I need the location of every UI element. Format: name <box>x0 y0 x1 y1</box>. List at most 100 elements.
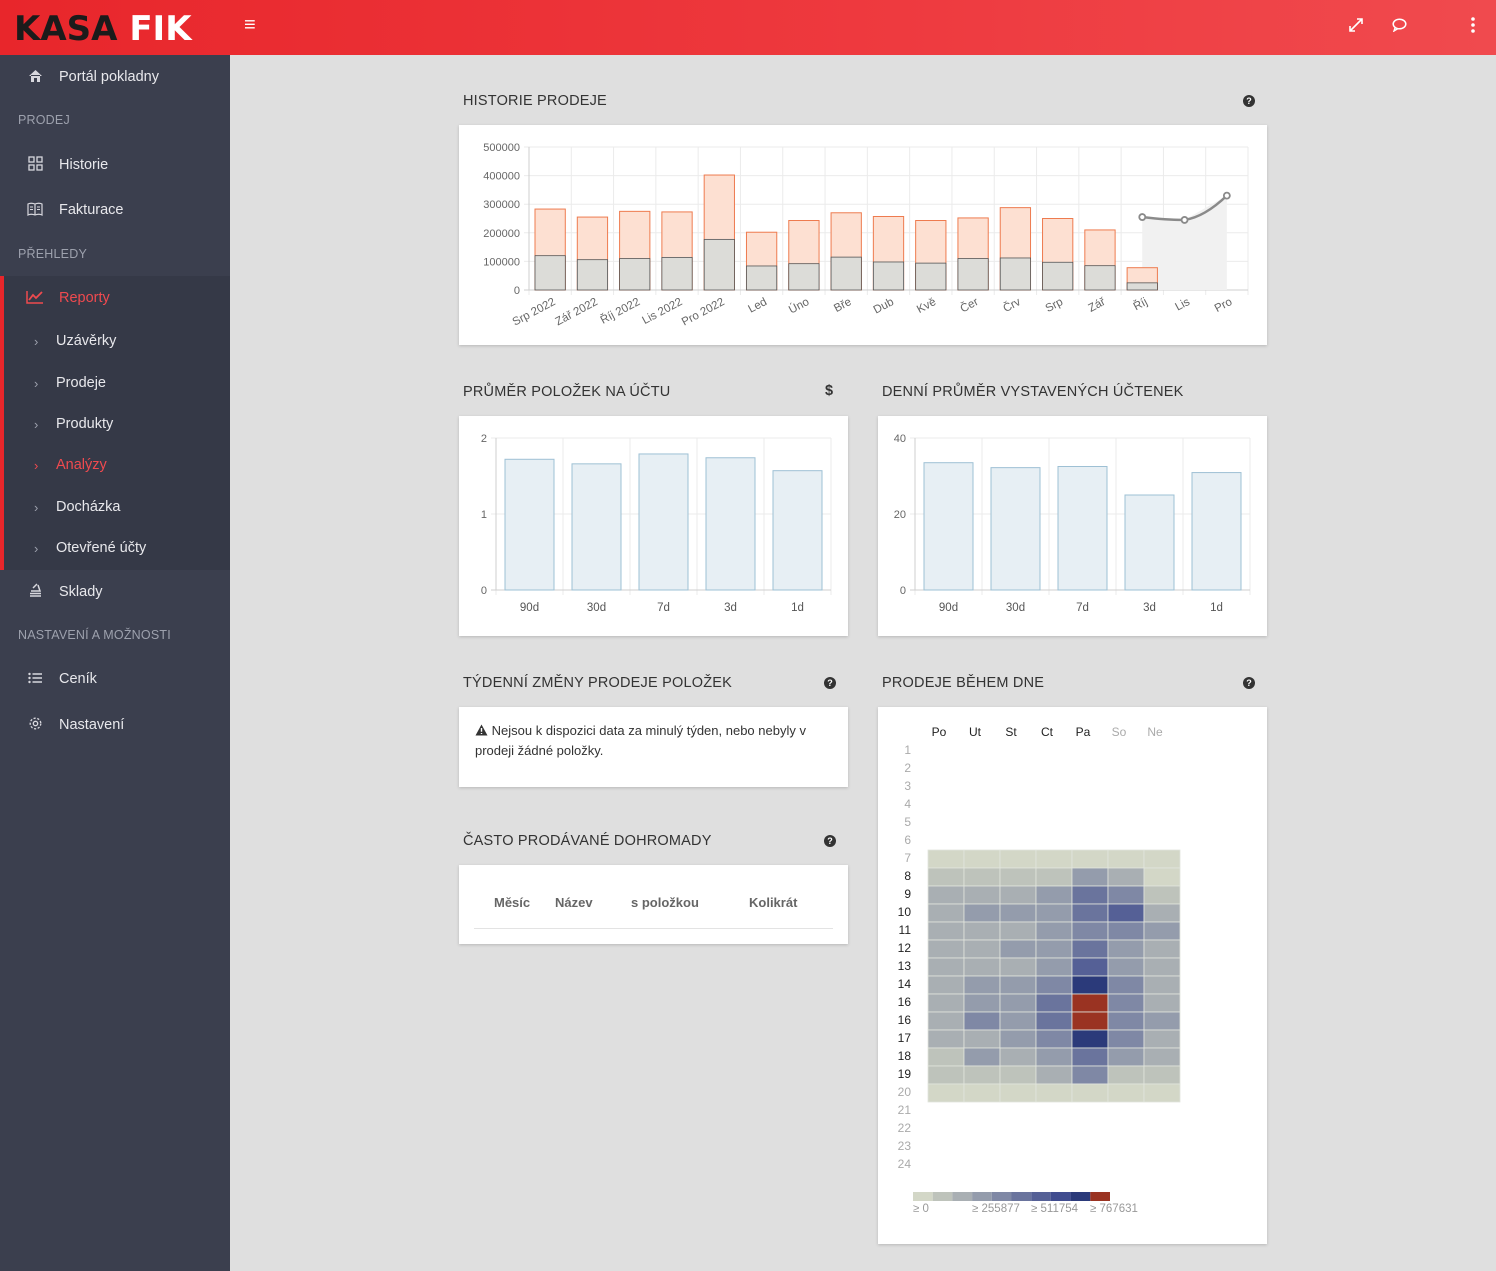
history-card: 500000 400000 300000 200000 100000 0 Srp 2022 Z… <box>459 125 1267 345</box>
column-header-s-polozkou[interactable]: s položkou <box>631 895 699 910</box>
daily-receipts-chart: 40 20 0 90d 30d 7d 3d 1d <box>894 433 1251 614</box>
bar <box>504 458 555 591</box>
sidebar-sub-uzaverky[interactable]: › Uzávěrky <box>4 323 230 359</box>
heatmap-cell <box>1071 957 1109 977</box>
bar-part <box>999 257 1031 291</box>
bar-part <box>746 265 778 291</box>
chevron-right-icon: › <box>34 375 39 391</box>
heatmap-cell <box>927 1029 965 1049</box>
sidebar-sub-produkty[interactable]: › Produkty <box>4 406 230 442</box>
bar <box>705 457 756 591</box>
heatmap-cell <box>1035 993 1073 1013</box>
more-options-icon[interactable] <box>1470 16 1476 39</box>
avg-items-card: 2 1 0 90d 30d 7d 3d 1d <box>459 416 848 636</box>
sub-label: Prodeje <box>56 375 106 391</box>
avg-items-chart: 2 1 0 90d 30d 7d 3d 1d <box>481 433 832 614</box>
sidebar-item-sklady[interactable]: Sklady <box>0 572 230 612</box>
heatmap-cell <box>1071 903 1109 923</box>
chevron-right-icon: › <box>34 499 39 515</box>
y-tick-label: 200000 <box>483 228 520 240</box>
warning-text: Nejsou k dispozici data za minulý týden,… <box>475 723 806 758</box>
hour-label: 1 <box>904 743 911 757</box>
heatmap-cell <box>1035 921 1073 941</box>
sidebar-item-fakturace[interactable]: Fakturace <box>0 190 230 230</box>
hour-label: 10 <box>898 905 912 919</box>
heatmap-cell <box>927 921 965 941</box>
column-header-kolikrat[interactable]: Kolikrát <box>749 895 798 910</box>
heatmap-cell <box>1071 975 1109 995</box>
heatmap-cell <box>1143 1011 1181 1031</box>
book-icon <box>26 202 44 219</box>
day-label: Po <box>932 725 947 739</box>
dollar-icon[interactable]: $ <box>825 383 834 399</box>
x-tick-label: Bře <box>832 296 853 315</box>
help-icon[interactable]: ? <box>824 677 836 689</box>
bar-part <box>830 256 862 291</box>
heatmap-cell <box>1035 1047 1073 1067</box>
y-tick-label: 0 <box>514 285 520 297</box>
x-tick-label: Srp <box>1044 296 1065 315</box>
hour-label: 16 <box>898 995 912 1009</box>
y-tick-label: 400000 <box>483 171 520 183</box>
y-tick-label: 1 <box>481 509 487 521</box>
sidebar-item-reporty[interactable]: Reporty <box>0 278 230 318</box>
heatmap-cell <box>1071 885 1109 905</box>
heatmap-cell <box>1035 885 1073 905</box>
y-tick-label: 300000 <box>483 199 520 211</box>
day-label: St <box>1005 725 1017 739</box>
help-icon[interactable]: ? <box>824 835 836 847</box>
logo-part1: KASA <box>14 9 118 49</box>
daily-receipts-title: DENNÍ PRŮMĚR VYSTAVENÝCH ÚČTENEK <box>882 384 1184 400</box>
sidebar-sub-otevrene-ucty[interactable]: › Otevřené účty <box>4 530 230 566</box>
hamburger-menu-icon[interactable]: ≡ <box>244 14 256 36</box>
sidebar-item-portal[interactable]: Portál pokladny <box>0 57 230 97</box>
heatmap-cell <box>999 975 1037 995</box>
x-tick-label: 30d <box>1006 602 1025 614</box>
bar-part <box>788 263 820 291</box>
heatmap-cell <box>927 1047 965 1067</box>
together-title: ČASTO PRODÁVANÉ DOHROMADY <box>463 833 712 849</box>
help-icon[interactable]: ? <box>1243 677 1255 689</box>
x-tick-label: 1d <box>1210 602 1223 614</box>
sidebar-sub-analyzy[interactable]: › Analýzy <box>4 447 230 483</box>
avg-items-title: PRŮMĚR POLOŽEK NA ÚČTU <box>463 384 671 400</box>
chat-icon[interactable] <box>1392 18 1407 37</box>
heatmap-cell <box>963 1029 1001 1049</box>
heatmap-cell <box>1071 867 1109 887</box>
fullscreen-icon[interactable] <box>1349 18 1363 37</box>
bar <box>923 462 974 591</box>
heatmap-cell <box>999 1047 1037 1067</box>
x-tick-label: 30d <box>587 602 606 614</box>
y-tick-label: 100000 <box>483 256 520 268</box>
history-title: HISTORIE PRODEJE <box>463 93 607 109</box>
sidebar-item-nastaveni[interactable]: Nastavení <box>0 705 230 745</box>
heatmap-cell <box>1107 867 1145 887</box>
section-label-prodej: PRODEJ <box>18 113 70 127</box>
legend-swatch <box>972 1192 992 1201</box>
heatmap-cell <box>927 993 965 1013</box>
weekly-card: Nejsou k dispozici data za minulý týden,… <box>459 707 848 787</box>
x-tick-label: 90d <box>520 602 539 614</box>
chevron-right-icon: › <box>34 333 39 349</box>
heatmap-cell <box>1071 1047 1109 1067</box>
sidebar-sub-prodeje[interactable]: › Prodeje <box>4 365 230 401</box>
heatmap-cell <box>1143 1083 1181 1103</box>
heatmap-cell <box>1143 993 1181 1013</box>
heatmap-cell <box>963 903 1001 923</box>
heatmap-cell <box>1143 1065 1181 1085</box>
sidebar-item-label: Sklady <box>59 584 103 600</box>
chevron-right-icon: › <box>34 416 39 432</box>
x-tick-label: 7d <box>657 602 670 614</box>
sidebar-item-historie[interactable]: Historie <box>0 145 230 185</box>
column-header-mesic[interactable]: Měsíc <box>494 895 531 910</box>
chevron-right-icon: › <box>34 457 39 473</box>
hour-label: 16 <box>898 1013 912 1027</box>
help-icon[interactable]: ? <box>1243 95 1255 107</box>
sidebar-sub-dochazka[interactable]: › Docházka <box>4 489 230 525</box>
sidebar-item-cenik[interactable]: Ceník <box>0 659 230 699</box>
logo[interactable]: KASA FIK <box>14 9 192 49</box>
day-label: Ct <box>1041 725 1054 739</box>
column-header-nazev[interactable]: Název <box>555 895 593 910</box>
heatmap-cell <box>999 867 1037 887</box>
hour-label: 24 <box>898 1157 912 1171</box>
